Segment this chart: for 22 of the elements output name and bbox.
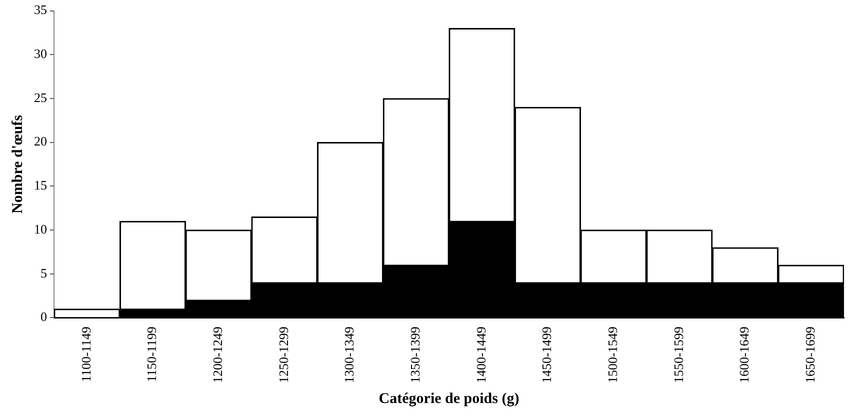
x-tick-label: 1350-1399: [408, 326, 423, 384]
x-tick-label: 1600-1649: [736, 326, 752, 384]
x-tick-label: 1550-1599: [670, 326, 686, 384]
y-tick-label: 0: [40, 309, 47, 324]
x-tick-label: 1150-1199: [144, 326, 160, 382]
x-tick-label: 1200-1249: [210, 326, 226, 384]
x-axis-title: Catégorie de poids (g): [378, 390, 520, 407]
x-tick-label: 1250-1299: [276, 326, 291, 384]
x-tick-label: 1450-1499: [539, 326, 554, 384]
y-tick-label: 5: [40, 265, 47, 280]
y-tick-label: 30: [34, 46, 47, 62]
x-tick-label: 1500-1549: [605, 326, 620, 384]
x-tick-label: 1300-1349: [342, 326, 357, 384]
y-tick-label: 15: [34, 178, 47, 193]
y-tick-label: 20: [34, 134, 47, 149]
x-tick-label: 1650-1699: [802, 326, 818, 384]
y-tick-label: 10: [34, 221, 47, 236]
y-tick-label: 25: [34, 90, 47, 105]
y-tick-label: 35: [34, 2, 47, 18]
x-tick-label: 1400-1449: [473, 326, 488, 384]
y-axis-title: Nombre d'œufs: [10, 114, 26, 214]
x-tick-label: 1100-1149: [78, 326, 94, 382]
